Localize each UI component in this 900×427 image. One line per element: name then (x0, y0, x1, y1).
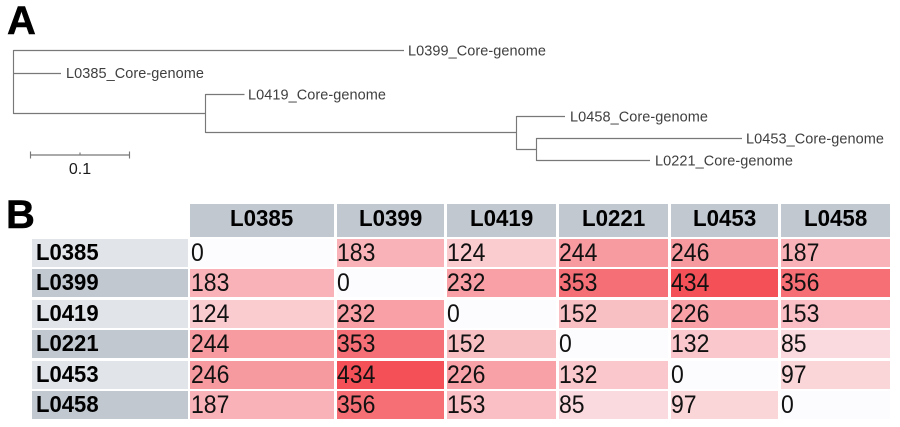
svg-text:L0419_Core-genome: L0419_Core-genome (248, 88, 386, 104)
svg-text:L0453_Core-genome: L0453_Core-genome (746, 132, 884, 148)
svg-text:L0399_Core-genome: L0399_Core-genome (408, 44, 546, 60)
svg-text:L0385_Core-genome: L0385_Core-genome (66, 66, 204, 82)
svg-text:0.1: 0.1 (69, 161, 91, 178)
svg-text:L0221_Core-genome: L0221_Core-genome (655, 154, 793, 170)
svg-text:L0458_Core-genome: L0458_Core-genome (570, 110, 708, 126)
